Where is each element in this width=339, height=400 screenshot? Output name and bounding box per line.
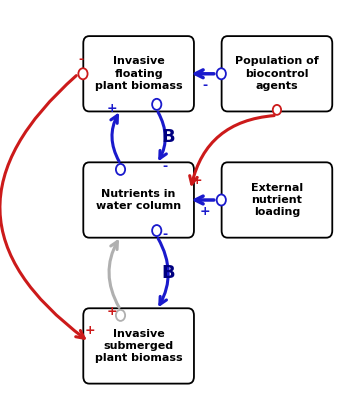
Circle shape: [152, 99, 161, 110]
Text: Invasive
floating
plant biomass: Invasive floating plant biomass: [95, 56, 182, 91]
Text: +: +: [84, 324, 95, 338]
Text: +: +: [107, 305, 118, 318]
Text: +: +: [199, 205, 210, 218]
Text: -: -: [79, 54, 84, 66]
Circle shape: [116, 310, 125, 321]
Text: B: B: [161, 264, 175, 282]
FancyBboxPatch shape: [222, 36, 332, 112]
Text: Invasive
submerged
plant biomass: Invasive submerged plant biomass: [95, 328, 182, 363]
Text: +: +: [192, 174, 202, 187]
Text: Nutrients in
water column: Nutrients in water column: [96, 189, 181, 211]
Circle shape: [273, 105, 281, 115]
Circle shape: [217, 68, 226, 79]
Text: +: +: [107, 102, 118, 115]
Circle shape: [217, 194, 226, 206]
Text: External
nutrient
loading: External nutrient loading: [251, 182, 303, 218]
Text: B: B: [161, 128, 175, 146]
Circle shape: [152, 225, 161, 236]
Circle shape: [116, 164, 125, 175]
FancyBboxPatch shape: [83, 308, 194, 384]
Text: -: -: [202, 79, 207, 92]
Text: -: -: [162, 228, 167, 241]
FancyBboxPatch shape: [83, 36, 194, 112]
Text: Population of
biocontrol
agents: Population of biocontrol agents: [235, 56, 319, 91]
Circle shape: [78, 68, 87, 79]
FancyBboxPatch shape: [83, 162, 194, 238]
Text: -: -: [162, 160, 167, 173]
FancyBboxPatch shape: [222, 162, 332, 238]
